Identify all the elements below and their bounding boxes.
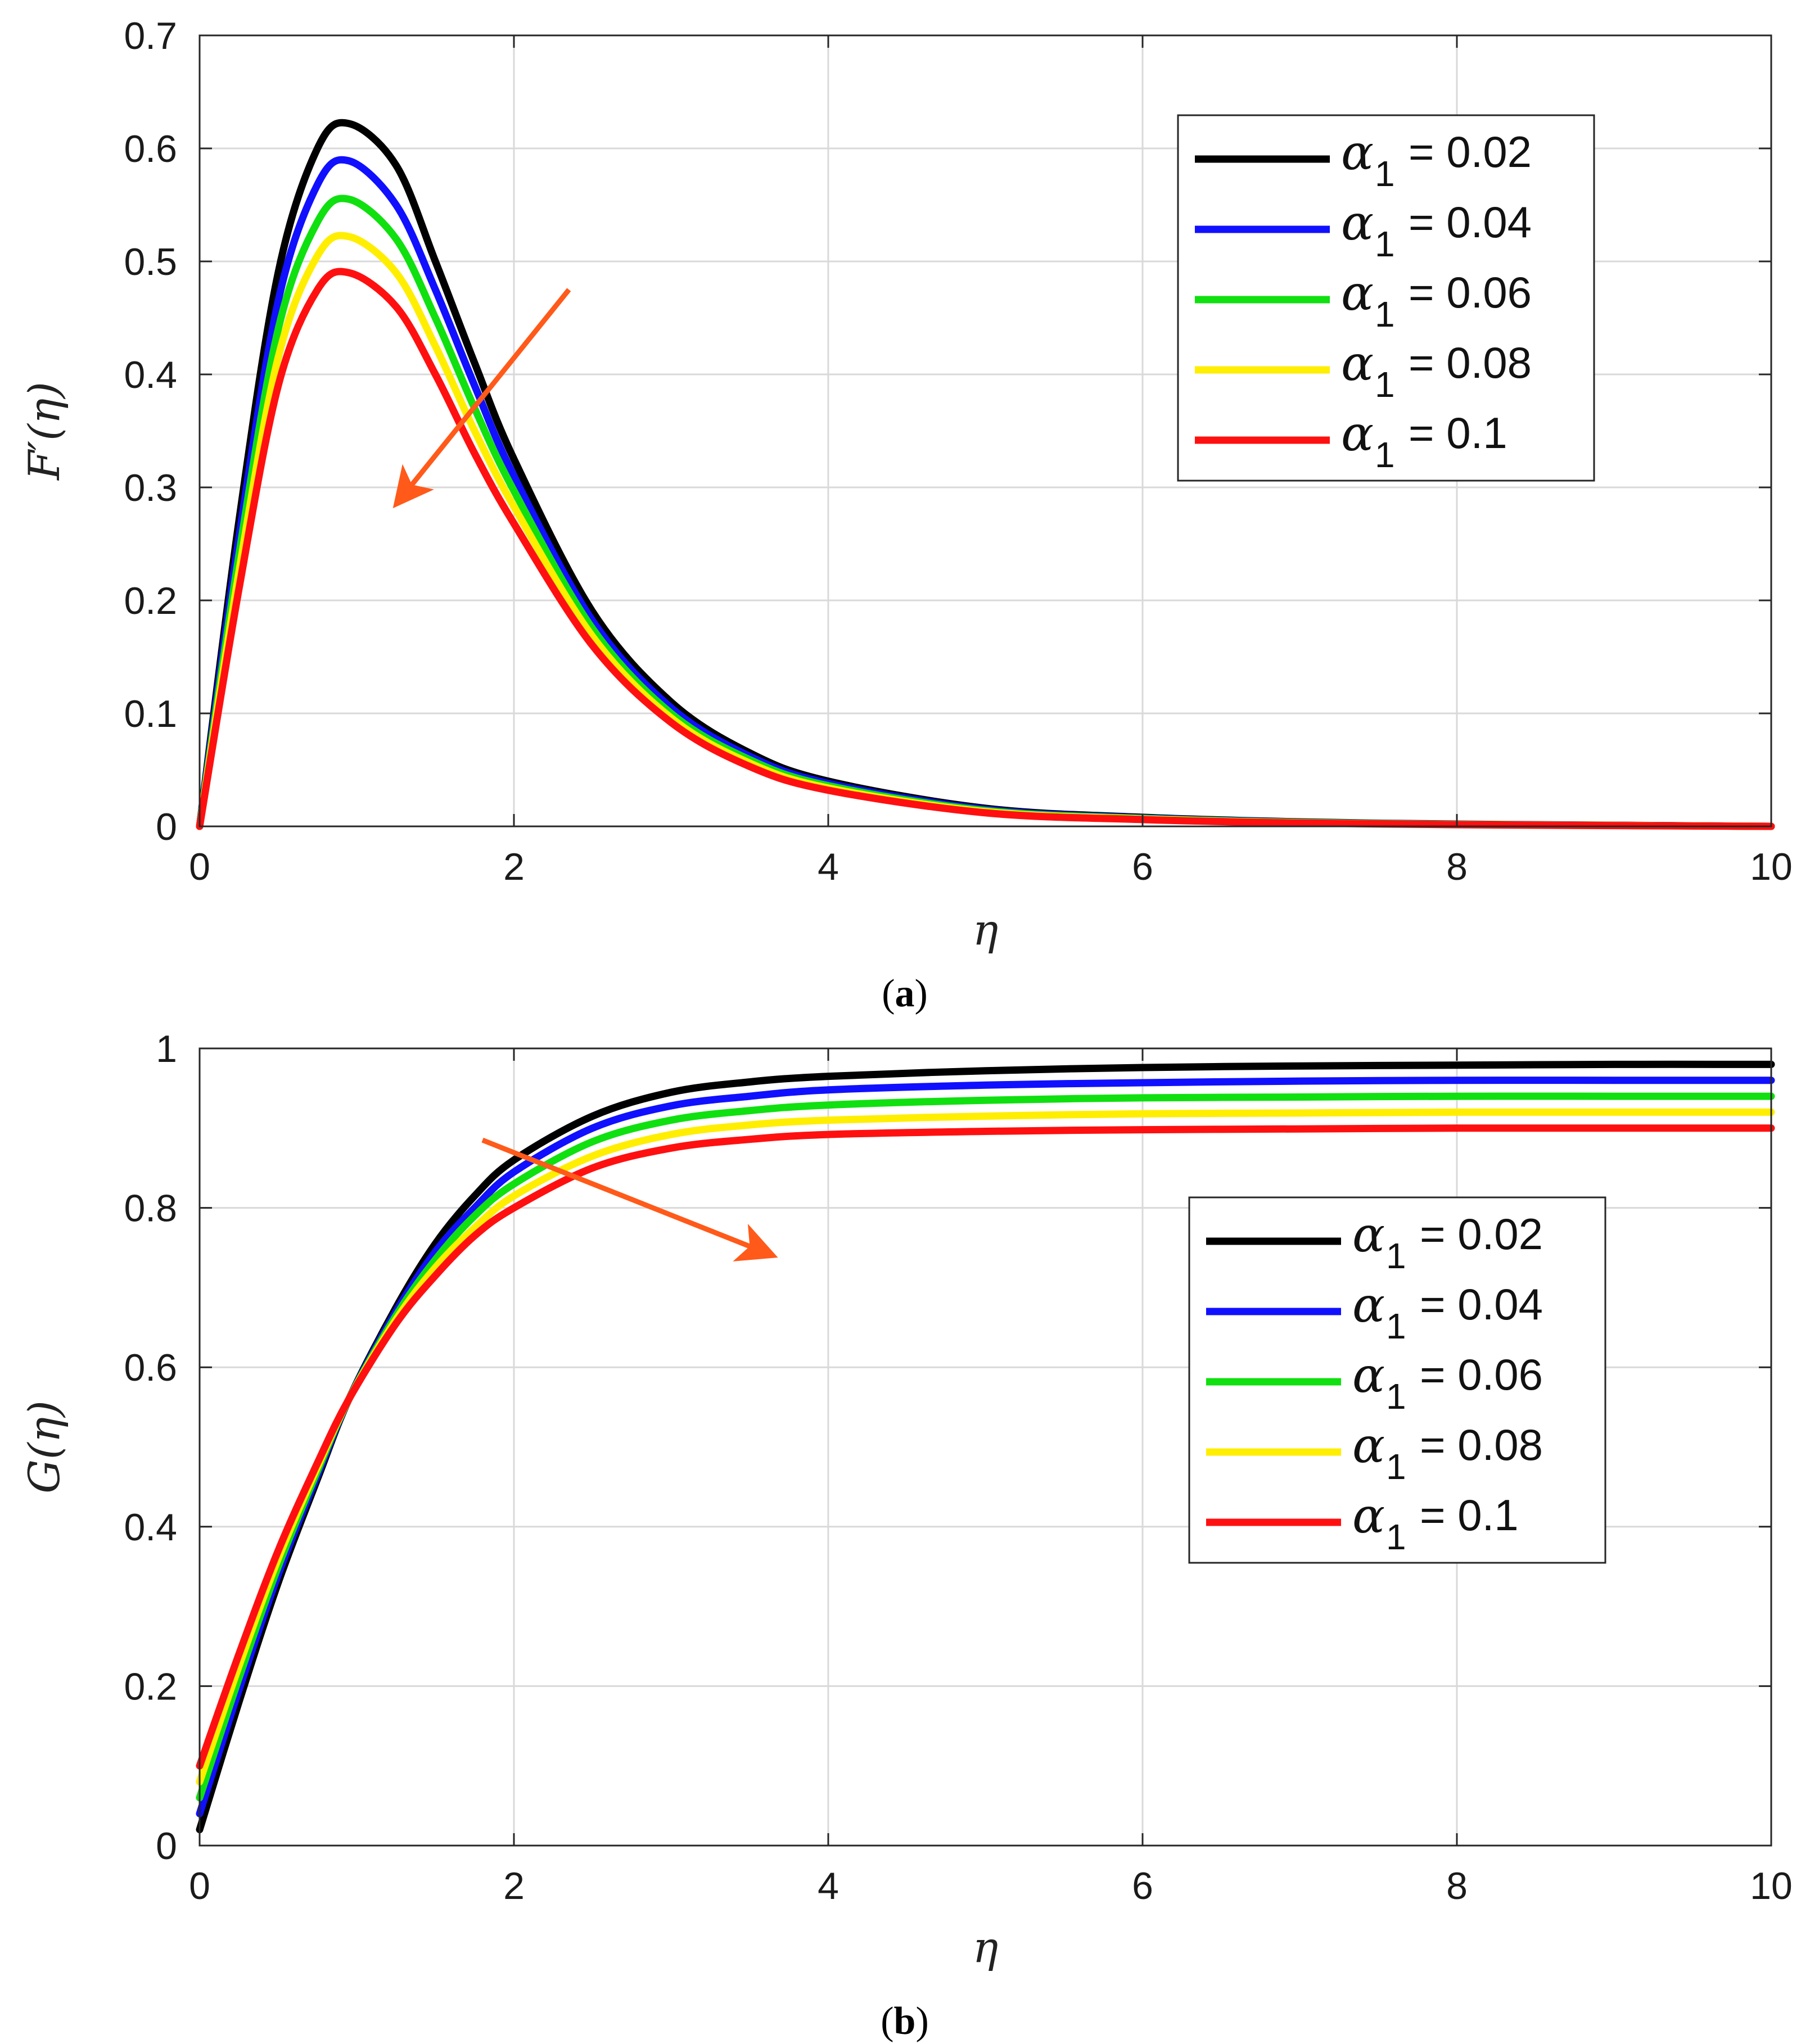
legend-symbol-3: α	[1341, 336, 1374, 392]
caption-letter: b	[894, 2000, 916, 2043]
x-tick-label: 4	[818, 845, 839, 888]
y-axis-label: F′(η)	[19, 382, 69, 481]
x-tick-label: 6	[1132, 845, 1153, 888]
legend-symbol-4: α	[1352, 1488, 1385, 1544]
caption-open: (	[882, 972, 895, 1015]
legend-subscript-2: 1	[1375, 294, 1395, 334]
y-tick-label: 0.1	[124, 693, 177, 735]
legend-subscript-3: 1	[1375, 364, 1395, 405]
legend-subscript-4: 1	[1375, 435, 1395, 475]
y-tick-label: 0.6	[124, 1346, 177, 1389]
legend-subscript-0: 1	[1375, 153, 1395, 194]
trend-arrow	[481, 1137, 778, 1261]
x-tick-label: 6	[1132, 1865, 1153, 1907]
legend-subscript-2: 1	[1386, 1376, 1406, 1417]
y-tick-label: 0.2	[124, 1665, 177, 1708]
y-tick-label: 0	[156, 1825, 177, 1867]
y-tick-label: 0.4	[124, 1506, 177, 1549]
legend-value-1: = 0.04	[1420, 1279, 1543, 1329]
legend-value-0: = 0.02	[1420, 1209, 1543, 1259]
x-tick-label: 0	[189, 1865, 210, 1907]
legend-value-4: = 0.1	[1409, 408, 1507, 458]
y-tick-label: 0.7	[124, 15, 177, 57]
series-line-4	[196, 1124, 1775, 1770]
y-tick-label: 0.3	[124, 467, 177, 509]
legend-value-1: = 0.04	[1409, 197, 1532, 247]
legend-subscript-4: 1	[1386, 1517, 1406, 1557]
x-tick-label: 8	[1446, 1865, 1468, 1907]
x-tick-label: 10	[1750, 1865, 1793, 1907]
legend-symbol-2: α	[1352, 1347, 1385, 1404]
axes-frame	[198, 34, 1772, 827]
legend-value-3: = 0.08	[1409, 338, 1532, 387]
legend-value-3: = 0.08	[1420, 1420, 1543, 1469]
legend-symbol-0: α	[1341, 125, 1374, 181]
legend-value-0: = 0.02	[1409, 127, 1532, 177]
y-tick-label: 0.5	[124, 241, 177, 283]
x-tick-label: 8	[1446, 845, 1468, 888]
series-line-4	[196, 268, 1775, 830]
x-tick-label: 0	[189, 845, 210, 888]
legend-subscript-1: 1	[1386, 1306, 1406, 1346]
legend: α 1 = 0.02α 1 = 0.04α 1 = 0.06α 1 = 0.08α 1 = 0.1	[1188, 1196, 1606, 1564]
caption-letter: a	[895, 972, 915, 1015]
y-axis-label: G(η)	[19, 1400, 69, 1494]
trend-arrow	[392, 288, 571, 509]
legend-symbol-3: α	[1352, 1418, 1385, 1474]
legend: α 1 = 0.02α 1 = 0.04α 1 = 0.06α 1 = 0.08α 1 = 0.1	[1177, 114, 1595, 482]
legend-symbol-1: α	[1352, 1277, 1385, 1333]
legend-symbol-0: α	[1352, 1207, 1385, 1263]
panel-caption: (a)	[882, 972, 928, 1015]
x-axis-label: η	[973, 1922, 999, 1972]
x-tick-label: 10	[1750, 845, 1793, 888]
legend-value-4: = 0.1	[1420, 1490, 1519, 1540]
legend-subscript-0: 1	[1386, 1236, 1406, 1276]
y-tick-label: 1	[156, 1028, 177, 1070]
y-tick-label: 0.6	[124, 128, 177, 170]
panel-caption: (b)	[881, 2000, 929, 2043]
legend-subscript-1: 1	[1375, 224, 1395, 264]
x-tick-label: 4	[818, 1865, 839, 1907]
y-tick-label: 0.8	[124, 1187, 177, 1230]
x-axis-label: η	[973, 905, 999, 955]
caption-close: )	[915, 2000, 928, 2043]
y-tick-label: 0	[156, 806, 177, 848]
legend-symbol-1: α	[1341, 195, 1374, 251]
legend-value-2: = 0.06	[1409, 268, 1532, 317]
y-tick-label: 0.4	[124, 354, 177, 396]
caption-open: (	[881, 2000, 893, 2043]
legend-symbol-4: α	[1341, 406, 1374, 462]
y-tick-label: 0.2	[124, 580, 177, 622]
legend-value-2: = 0.06	[1420, 1350, 1543, 1399]
x-tick-label: 2	[503, 845, 525, 888]
legend-subscript-3: 1	[1386, 1446, 1406, 1487]
axes-frame	[198, 1047, 1772, 1847]
caption-close: )	[915, 972, 928, 1015]
x-tick-label: 2	[503, 1865, 525, 1907]
legend-symbol-2: α	[1341, 265, 1374, 322]
